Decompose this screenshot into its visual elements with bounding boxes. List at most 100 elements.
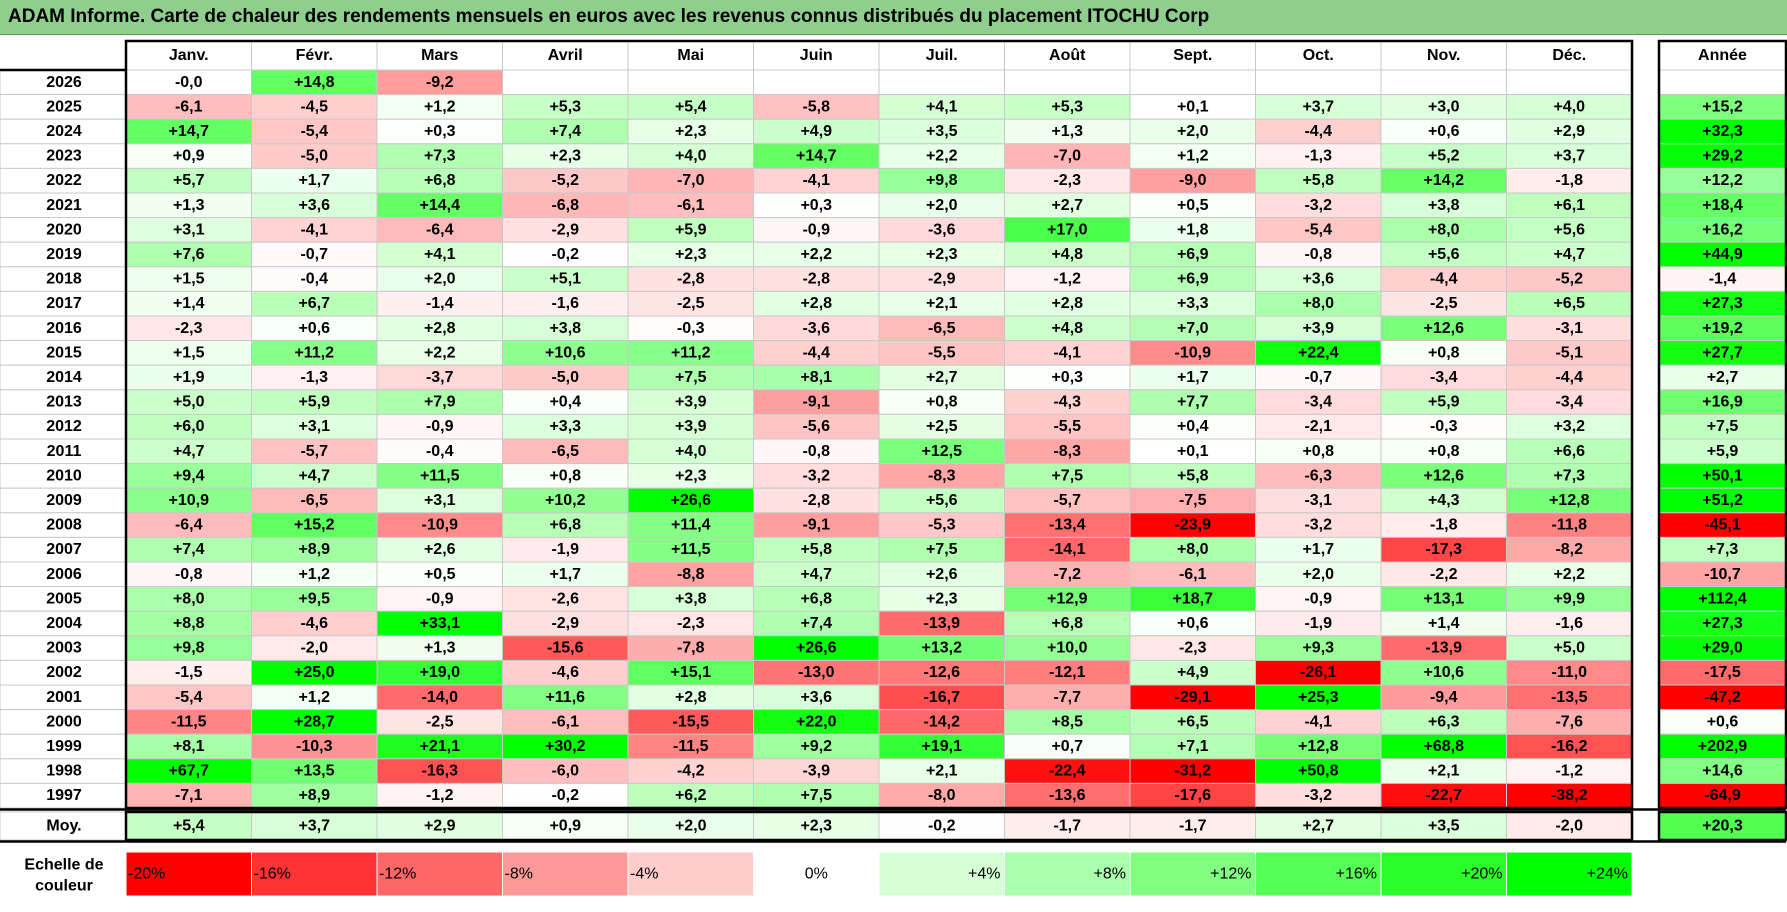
heatmap-cell <box>502 561 629 588</box>
heatmap-cell <box>627 659 754 686</box>
average-cell-value: -0,2 <box>928 818 956 835</box>
heatmap-cell <box>125 389 252 415</box>
heatmap-cell <box>125 610 252 637</box>
heatmap-cell <box>1380 167 1507 194</box>
heatmap-cell-value: +1,3 <box>173 197 205 214</box>
heatmap-cell <box>251 536 378 563</box>
heatmap-cell <box>376 364 503 391</box>
heatmap-cell-value: +5,8 <box>1302 172 1334 189</box>
heatmap-cell-value: -2,5 <box>677 295 705 312</box>
heatmap-cell-value: +25,3 <box>1298 689 1339 706</box>
heatmap-cell <box>1255 69 1382 96</box>
heatmap-cell-value: -1,6 <box>1555 615 1583 632</box>
scale-swatch <box>1004 851 1131 897</box>
heatmap-cell-value: -4,1 <box>802 172 830 189</box>
scale-swatch-label: +16% <box>1336 866 1377 883</box>
heatmap-cell-value: +14,7 <box>796 148 837 165</box>
heatmap-cell <box>125 340 252 366</box>
annual-cell-value: +50,1 <box>1702 467 1743 484</box>
heatmap-cell <box>878 536 1005 563</box>
annual-grid-border <box>1657 39 1787 810</box>
year-cell <box>0 143 127 169</box>
annual-header-label: Année <box>1698 47 1747 64</box>
heatmap-cell <box>1004 94 1131 120</box>
heatmap-cell-value: +6,8 <box>424 172 456 189</box>
heatmap-cell <box>627 241 754 268</box>
heatmap-cell-value: -4,1 <box>1304 713 1332 730</box>
annual-cell <box>1658 266 1787 292</box>
heatmap-cell-value: +13,1 <box>1424 590 1465 607</box>
heatmap-cell <box>1004 659 1131 686</box>
heatmap-cell-value: +9,9 <box>1553 590 1585 607</box>
heatmap-cell <box>251 266 378 292</box>
heatmap-cell <box>627 709 754 735</box>
heatmap-cell-value: +0,6 <box>298 320 330 337</box>
heatmap-cell-value: +1,2 <box>298 689 330 706</box>
scale-swatch-label: +12% <box>1210 866 1251 883</box>
average-cell-value: -1,7 <box>1179 818 1207 835</box>
heatmap-cell-value: -2,3 <box>1179 640 1207 657</box>
year-label: 2015 <box>46 344 82 361</box>
heatmap-cell <box>753 290 880 317</box>
heatmap-cell-value: +5,2 <box>1428 148 1460 165</box>
heatmap-cell <box>1255 659 1382 686</box>
heatmap-cell <box>753 192 880 219</box>
heatmap-cell-value: +0,9 <box>173 148 205 165</box>
heatmap-cell-value: -1,8 <box>1555 172 1583 189</box>
heatmap-cell <box>1506 389 1633 415</box>
month-header-label: Janv. <box>169 47 209 64</box>
heatmap-cell <box>1004 463 1131 489</box>
heatmap-cell <box>753 659 880 686</box>
heatmap-cell <box>376 167 503 194</box>
month-header-label: Juil. <box>926 47 958 64</box>
heatmap-cell <box>1129 782 1256 809</box>
heatmap-cell <box>1506 167 1633 194</box>
heatmap-cell <box>125 487 252 514</box>
heatmap-cell-value: +26,6 <box>671 492 712 509</box>
heatmap-cell <box>753 241 880 268</box>
heatmap-cell <box>627 610 754 637</box>
annual-cell <box>1658 118 1787 145</box>
heatmap-cell-value: +4,7 <box>298 467 330 484</box>
heatmap-cell-value: +10,9 <box>169 492 210 509</box>
annual-cell-value: -45,1 <box>1704 517 1741 534</box>
heatmap-cell-value: +3,8 <box>549 320 581 337</box>
heatmap-cell-value: +17,0 <box>1047 221 1088 238</box>
annual-cell-value: +27,7 <box>1702 344 1743 361</box>
heatmap-cell-value: +1,7 <box>1302 541 1334 558</box>
heatmap-cell <box>1380 463 1507 489</box>
heatmap-cell <box>753 512 880 538</box>
heatmap-cell-value: -10,9 <box>1175 344 1212 361</box>
heatmap-cell-value: +8,8 <box>173 615 205 632</box>
heatmap-cell-value: +14,7 <box>169 123 210 140</box>
year-label: 2003 <box>46 640 82 657</box>
heatmap-cell-value: -3,7 <box>426 369 454 386</box>
year-cell <box>0 266 127 292</box>
heatmap-cell-value: -14,2 <box>924 713 961 730</box>
heatmap-cell <box>627 389 754 415</box>
heatmap-cell <box>627 167 754 194</box>
heatmap-cell <box>627 561 754 588</box>
heatmap-cell <box>627 69 754 96</box>
heatmap-cell <box>753 733 880 760</box>
average-cell-value: +0,9 <box>549 818 581 835</box>
heatmap-cell <box>251 512 378 538</box>
annual-cell <box>1658 143 1787 169</box>
heatmap-cell-value: -5,5 <box>1053 418 1081 435</box>
scale-swatch <box>753 851 880 897</box>
heatmap-cell <box>878 659 1005 686</box>
heatmap-cell-value: +0,3 <box>424 123 456 140</box>
heatmap-cell-value: +12,9 <box>1047 590 1088 607</box>
year-label: 2009 <box>46 492 82 509</box>
heatmap-cell-value: +5,8 <box>1177 467 1209 484</box>
heatmap-cell-value: -1,8 <box>1430 517 1458 534</box>
heatmap-cell <box>125 463 252 489</box>
heatmap-cell-value: +6,8 <box>1051 615 1083 632</box>
heatmap-cell <box>502 389 629 415</box>
heatmap-cell-value: +0,4 <box>549 394 581 411</box>
heatmap-cell-value: +4,0 <box>675 148 707 165</box>
heatmap-cell <box>1129 659 1256 686</box>
average-cell <box>1004 811 1131 841</box>
heatmap-cell <box>1380 241 1507 268</box>
heatmap-cell-value: -13,6 <box>1049 787 1086 804</box>
